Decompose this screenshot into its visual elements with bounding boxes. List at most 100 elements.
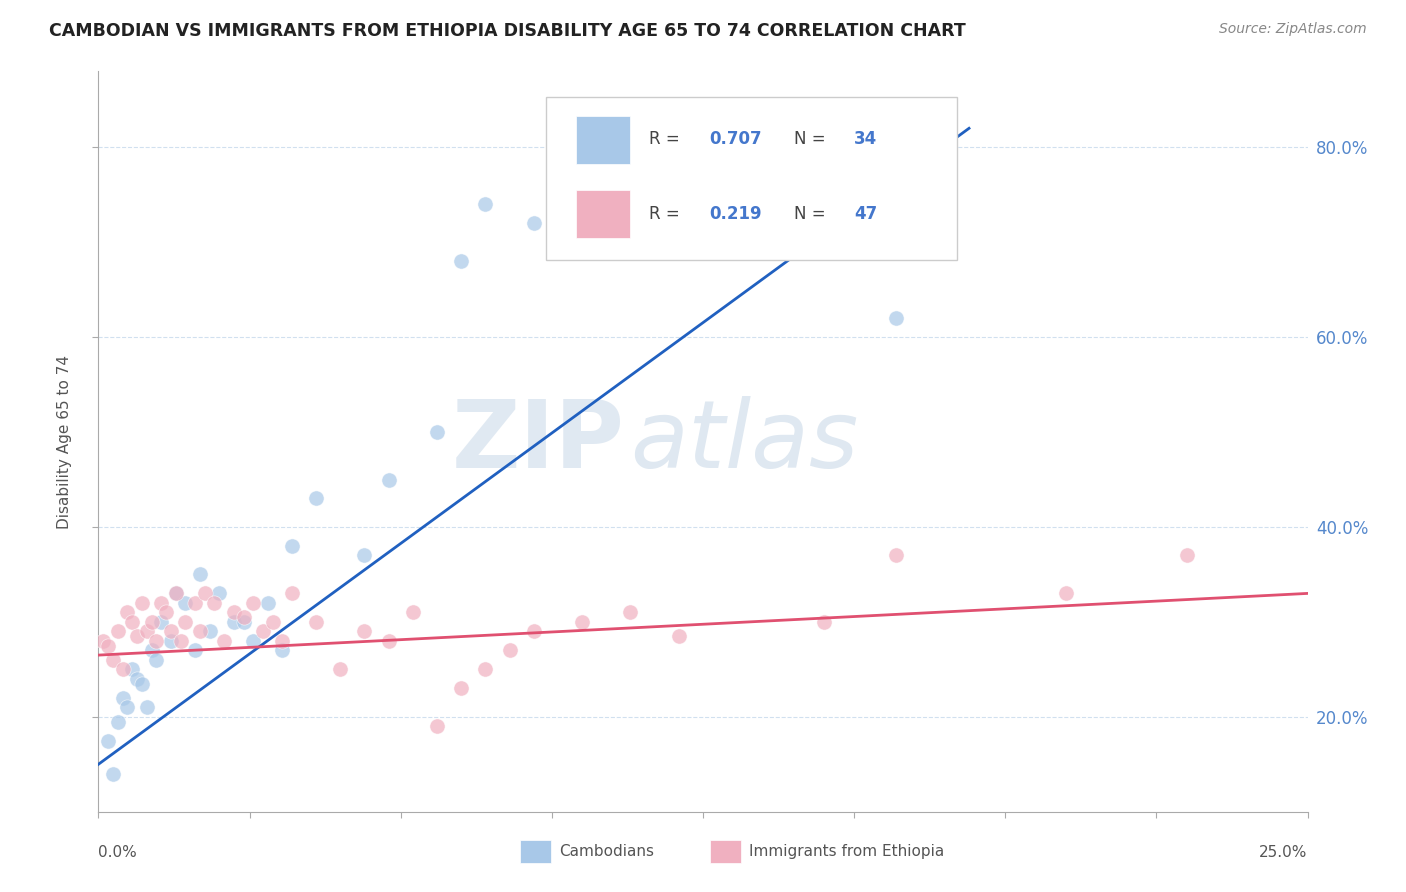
Point [111, 690, 134, 705]
Point [252, 624, 274, 639]
Point [145, 633, 167, 648]
Point [107, 714, 129, 729]
Point [127, 672, 149, 686]
Point [135, 624, 157, 639]
Point [813, 615, 835, 629]
Point [117, 606, 139, 620]
Point [160, 624, 183, 639]
Point [222, 606, 245, 620]
Point [150, 615, 173, 629]
Point [111, 662, 134, 676]
Point [716, 235, 738, 250]
Bar [576, 190, 630, 238]
Point [242, 596, 264, 610]
Point [353, 624, 375, 639]
Point [184, 643, 207, 657]
Point [305, 491, 328, 506]
Point [886, 311, 908, 326]
Point [131, 596, 153, 610]
Text: Immigrants from Ethiopia: Immigrants from Ethiopia [749, 845, 945, 859]
Point [212, 633, 235, 648]
Point [91, 633, 114, 648]
Text: N =: N = [793, 130, 831, 148]
Text: 0.707: 0.707 [709, 130, 762, 148]
Point [523, 624, 546, 639]
Point [619, 606, 641, 620]
Point [305, 615, 328, 629]
Point [232, 615, 254, 629]
Point [97, 639, 120, 653]
Text: ZIP: ZIP [451, 395, 624, 488]
Point [141, 643, 163, 657]
Point [174, 615, 197, 629]
Text: 47: 47 [855, 204, 877, 222]
Point [450, 254, 472, 268]
Point [523, 216, 546, 230]
Point [474, 197, 496, 211]
Point [571, 615, 593, 629]
Point [127, 629, 149, 643]
Point [271, 643, 294, 657]
Point [145, 653, 167, 667]
Point [188, 624, 211, 639]
Text: R =: R = [648, 130, 685, 148]
Point [131, 676, 153, 690]
Point [101, 653, 124, 667]
Point [474, 662, 496, 676]
Text: CAMBODIAN VS IMMIGRANTS FROM ETHIOPIA DISABILITY AGE 65 TO 74 CORRELATION CHART: CAMBODIAN VS IMMIGRANTS FROM ETHIOPIA DI… [49, 22, 966, 40]
Text: N =: N = [793, 204, 831, 222]
Point [208, 586, 231, 600]
Point [97, 733, 120, 747]
Point [222, 615, 245, 629]
Point [121, 662, 143, 676]
Text: Cambodians: Cambodians [560, 845, 655, 859]
Point [184, 596, 207, 610]
Point [450, 681, 472, 696]
Point [141, 615, 163, 629]
Point [169, 633, 191, 648]
Point [174, 596, 197, 610]
Y-axis label: Disability Age 65 to 74: Disability Age 65 to 74 [58, 354, 72, 529]
Text: 34: 34 [855, 130, 877, 148]
Point [232, 610, 254, 624]
Point [377, 633, 399, 648]
Point [281, 539, 304, 553]
Point [353, 549, 375, 563]
Point [281, 586, 304, 600]
Point [242, 633, 264, 648]
Point [204, 596, 226, 610]
Point [150, 596, 173, 610]
Point [668, 629, 690, 643]
Point [329, 662, 352, 676]
FancyBboxPatch shape [546, 97, 957, 260]
Point [498, 643, 520, 657]
Point [886, 549, 908, 563]
Text: atlas: atlas [630, 396, 859, 487]
Point [155, 606, 177, 620]
Point [165, 586, 187, 600]
Text: 0.0%: 0.0% [98, 845, 138, 860]
Point [165, 586, 187, 600]
Point [117, 700, 139, 714]
Point [107, 624, 129, 639]
Point [101, 766, 124, 780]
Point [160, 633, 183, 648]
Text: 0.219: 0.219 [709, 204, 762, 222]
Point [262, 615, 284, 629]
Bar [576, 116, 630, 164]
Point [402, 606, 425, 620]
Point [377, 473, 399, 487]
Point [198, 624, 221, 639]
Point [271, 633, 294, 648]
Point [1054, 586, 1077, 600]
Text: 25.0%: 25.0% [1260, 845, 1308, 860]
Text: Source: ZipAtlas.com: Source: ZipAtlas.com [1219, 22, 1367, 37]
Point [188, 567, 211, 582]
Point [426, 719, 449, 733]
Text: R =: R = [648, 204, 685, 222]
Point [1175, 549, 1198, 563]
Point [256, 596, 278, 610]
Point [194, 586, 217, 600]
Point [121, 615, 143, 629]
Point [135, 700, 157, 714]
